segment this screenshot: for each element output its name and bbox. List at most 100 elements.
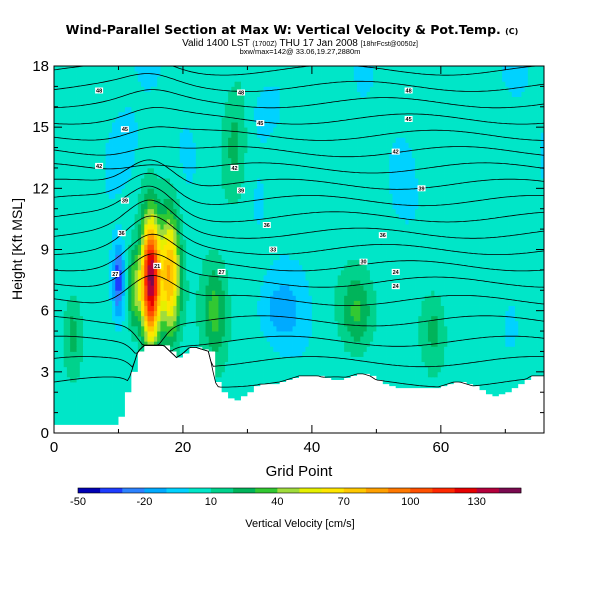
heat-cell xyxy=(373,305,377,312)
heat-cell xyxy=(108,264,113,271)
heat-cell xyxy=(66,392,71,398)
heat-cell xyxy=(299,325,303,332)
heat-cell xyxy=(514,356,519,363)
heat-cell xyxy=(331,300,335,306)
heat-cell xyxy=(112,417,116,424)
heat-cell xyxy=(540,351,544,357)
heat-cell xyxy=(289,356,293,363)
heat-cell xyxy=(502,366,506,373)
heat-cell xyxy=(147,290,152,296)
heat-cell xyxy=(402,280,406,286)
heat-cell xyxy=(253,351,258,357)
heat-cell xyxy=(331,295,335,301)
heat-cell xyxy=(427,300,432,306)
heat-cell xyxy=(540,300,544,306)
heat-cell xyxy=(453,351,458,357)
heat-cell xyxy=(340,280,345,286)
heat-cell xyxy=(134,269,139,276)
heat-cell xyxy=(502,290,506,296)
heat-cell xyxy=(115,305,119,312)
heat-cell xyxy=(315,366,319,373)
heat-cell xyxy=(189,274,194,281)
heat-cell xyxy=(86,402,90,408)
heat-cell xyxy=(286,295,290,301)
heat-cell xyxy=(279,290,284,296)
heat-cell xyxy=(508,351,513,357)
heat-cell xyxy=(353,356,358,363)
heat-cell xyxy=(150,264,155,271)
heat-cell xyxy=(112,336,116,342)
heat-cell xyxy=(60,397,65,403)
heat-cell xyxy=(257,310,261,317)
heat-cell xyxy=(392,320,397,327)
heat-cell xyxy=(469,376,474,383)
heat-cell xyxy=(276,264,281,271)
heat-cell xyxy=(189,305,194,312)
heat-cell xyxy=(76,295,81,301)
heat-cell xyxy=(244,280,248,286)
heat-cell xyxy=(347,285,351,291)
heat-cell xyxy=(508,274,513,281)
heat-cell xyxy=(450,310,455,317)
heat-cell xyxy=(192,331,197,337)
heat-cell xyxy=(89,274,94,281)
heat-cell xyxy=(244,392,248,398)
heat-cell xyxy=(250,300,255,306)
heat-cell xyxy=(215,356,219,363)
heat-cell xyxy=(73,274,77,281)
heat-cell xyxy=(231,351,235,357)
heat-cell xyxy=(434,371,439,378)
heat-cell xyxy=(334,269,339,276)
heat-cell xyxy=(444,346,448,352)
heat-cell xyxy=(257,290,261,296)
heat-cell xyxy=(305,285,310,291)
heat-cell xyxy=(247,341,252,347)
heat-cell xyxy=(86,295,90,301)
heat-cell xyxy=(360,361,364,368)
heat-cell xyxy=(263,336,268,342)
heat-cell xyxy=(505,269,509,276)
heat-cell xyxy=(195,264,200,271)
heat-cell xyxy=(79,341,84,347)
heat-cell xyxy=(498,290,503,296)
heat-cell xyxy=(108,382,113,388)
heat-cell xyxy=(279,310,284,317)
heat-cell xyxy=(189,325,194,332)
heat-cell xyxy=(340,274,345,281)
heat-cell xyxy=(108,366,113,373)
heat-cell xyxy=(328,269,332,276)
heat-cell xyxy=(524,361,529,368)
heat-cell xyxy=(153,341,158,347)
heat-cell xyxy=(54,290,58,296)
heat-cell xyxy=(211,264,216,271)
heat-cell xyxy=(398,274,403,281)
heat-cell xyxy=(54,382,58,388)
heat-cell xyxy=(63,290,68,296)
heat-cell xyxy=(495,285,500,291)
heat-cell xyxy=(328,315,332,322)
heat-cell xyxy=(179,341,184,347)
heat-cell xyxy=(531,295,535,301)
heat-cell xyxy=(57,356,61,363)
heat-cell xyxy=(440,331,445,337)
heat-cell xyxy=(347,341,351,347)
heat-cell xyxy=(379,264,384,271)
heat-cell xyxy=(373,290,377,296)
heat-cell xyxy=(112,325,116,332)
heat-cell xyxy=(518,285,522,291)
heat-cell xyxy=(482,274,487,281)
heat-cell xyxy=(144,310,148,317)
heat-cell xyxy=(363,366,368,373)
heat-cell xyxy=(485,305,490,312)
heat-cell xyxy=(144,300,148,306)
heat-cell xyxy=(70,407,74,414)
heat-cell xyxy=(89,387,94,393)
heat-cell xyxy=(495,336,500,342)
heat-cell xyxy=(440,274,445,281)
heat-cell xyxy=(208,285,213,291)
heat-cell xyxy=(489,361,493,368)
heat-cell xyxy=(489,366,493,373)
heat-cell xyxy=(269,351,274,357)
heat-cell xyxy=(337,285,342,291)
heat-cell xyxy=(92,397,97,403)
